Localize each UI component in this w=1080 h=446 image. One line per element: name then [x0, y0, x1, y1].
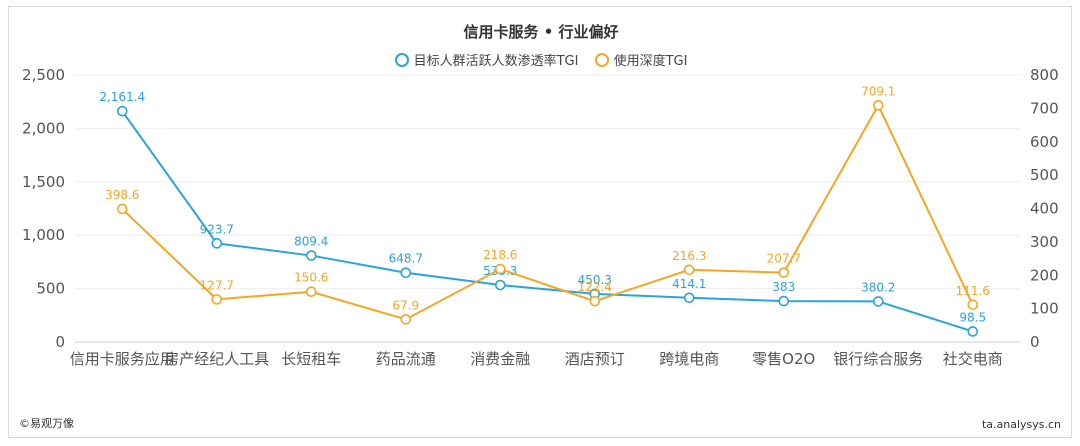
data-point-1 — [211, 294, 223, 305]
chart-title: 信用卡服务 • 行业偏好 — [463, 23, 619, 41]
y-right-tick-label: 500 — [1030, 166, 1059, 184]
data-point-1 — [589, 295, 601, 307]
data-label-0: 450.3 — [578, 273, 612, 287]
chart-frame: 信用卡服务 • 行业偏好 目标人群活跃人数渗透率TGI 使用深度TGI ©易观万… — [8, 6, 1072, 438]
data-point-0 — [872, 296, 884, 307]
y-right-tick-label: 400 — [1030, 200, 1059, 218]
y-left-tick-label: 1,500 — [22, 173, 65, 191]
y-left-tick-label: 0 — [55, 333, 65, 351]
x-tick-label: 跨境电商 — [659, 350, 719, 368]
legend-item-penetration[interactable]: 目标人群活跃人数渗透率TGI — [394, 50, 579, 69]
data-label-0: 383 — [772, 280, 795, 294]
footer-copyright: ©易观万像 — [19, 417, 74, 430]
series-line-0 — [121, 110, 974, 333]
data-label-0: 648.7 — [389, 252, 423, 266]
y-right-tick-label: 0 — [1030, 333, 1040, 351]
data-label-1: 218.6 — [483, 248, 517, 262]
data-label-1: 67.9 — [392, 298, 419, 312]
x-tick-label: 社交电商 — [943, 350, 1003, 368]
x-tick-label: 房产经纪人工具 — [164, 350, 269, 368]
data-point-1 — [778, 267, 790, 278]
y-right-tick-label: 700 — [1030, 99, 1059, 117]
data-label-1: 122.4 — [578, 280, 612, 294]
data-label-0: 2,161.4 — [99, 90, 145, 104]
legend-item-depth[interactable]: 使用深度TGI — [594, 50, 688, 69]
y-right-tick-label: 600 — [1030, 133, 1059, 151]
data-label-1: 111.6 — [956, 284, 990, 298]
y-right-tick-label: 200 — [1030, 266, 1059, 284]
y-left-tick-label: 1,000 — [22, 226, 65, 244]
data-point-1 — [305, 286, 317, 298]
data-label-1: 216.3 — [672, 249, 706, 263]
legend-swatch-depth — [594, 52, 609, 67]
data-point-1 — [683, 264, 695, 276]
data-point-0 — [778, 295, 790, 307]
data-label-1: 709.1 — [861, 84, 895, 98]
data-label-0: 380.2 — [861, 280, 895, 294]
data-point-1 — [872, 100, 884, 111]
data-label-0: 923.7 — [200, 222, 234, 236]
data-point-0 — [211, 238, 223, 249]
x-tick-label: 酒店预订 — [565, 350, 625, 368]
data-point-1 — [116, 203, 128, 215]
data-label-1: 150.6 — [294, 271, 328, 285]
data-label-1: 207.7 — [767, 252, 801, 266]
x-tick-label: 长短租车 — [281, 350, 341, 368]
data-point-1 — [400, 314, 412, 325]
series-line-1 — [121, 103, 974, 321]
data-label-0: 414.1 — [672, 277, 706, 291]
y-left-tick-label: 2,000 — [22, 119, 65, 137]
data-label-0: 809.4 — [294, 235, 328, 249]
data-point-0 — [116, 105, 128, 117]
y-left-tick-label: 500 — [36, 280, 65, 298]
data-point-0 — [400, 267, 412, 279]
data-label-1: 398.6 — [105, 188, 139, 202]
chart-legend: 目标人群活跃人数渗透率TGI 使用深度TGI — [9, 50, 1073, 71]
data-point-1 — [494, 263, 506, 275]
data-point-0 — [683, 292, 695, 304]
data-point-1 — [967, 299, 979, 311]
x-tick-label: 信用卡服务应用 — [70, 350, 175, 368]
x-tick-label: 消费金融 — [470, 350, 530, 368]
data-label-1: 127.7 — [200, 278, 234, 292]
legend-label-penetration: 目标人群活跃人数渗透率TGI — [413, 54, 579, 69]
y-right-tick-label: 800 — [1030, 66, 1059, 84]
footer-url: ta.analysys.cn — [981, 418, 1061, 431]
legend-label-depth: 使用深度TGI — [613, 54, 688, 69]
data-point-0 — [305, 250, 317, 261]
y-right-tick-label: 100 — [1030, 300, 1059, 318]
y-left-tick-label: 2,500 — [22, 66, 65, 84]
y-right-tick-label: 300 — [1030, 233, 1059, 251]
x-tick-label: 零售O2O — [752, 350, 815, 368]
x-tick-label: 药品流通 — [376, 350, 436, 368]
data-point-0 — [967, 326, 979, 337]
x-tick-label: 银行综合服务 — [833, 350, 923, 368]
data-label-0: 98.5 — [959, 310, 986, 324]
data-point-0 — [494, 279, 506, 291]
legend-swatch-penetration — [394, 52, 409, 67]
